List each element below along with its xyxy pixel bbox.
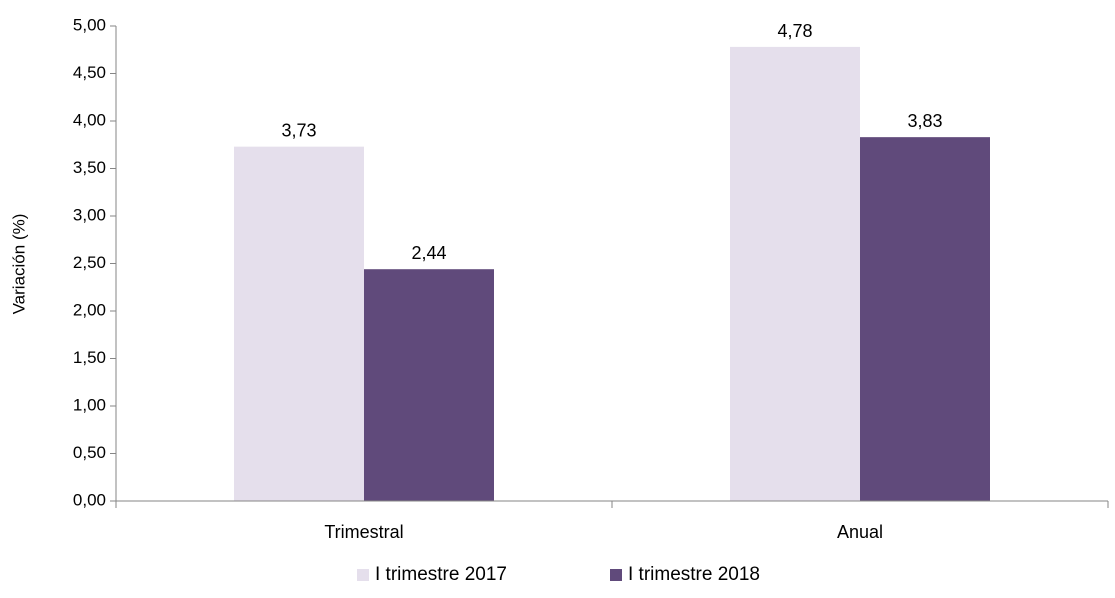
legend-label: I trimestre 2017 xyxy=(375,564,507,585)
y-tick-label: 2,00 xyxy=(73,300,106,319)
y-tick-label: 4,50 xyxy=(73,63,106,82)
y-axis: 0,00 0,50 1,00 1,50 2,00 2,50 3,00 3,50 4,00 4,50… xyxy=(73,15,116,509)
y-tick-label: 2,50 xyxy=(73,253,106,272)
data-label: 3,83 xyxy=(907,111,942,131)
bar xyxy=(234,146,364,501)
legend-label: I trimestre 2018 xyxy=(628,564,760,585)
data-label: 2,44 xyxy=(411,243,446,263)
y-tick-label: 3,00 xyxy=(73,205,106,224)
data-label: 3,73 xyxy=(281,121,316,141)
y-tick-label: 1,50 xyxy=(73,348,106,367)
y-tick-label: 1,00 xyxy=(73,395,106,414)
legend-swatch xyxy=(357,569,369,581)
category-label: Anual xyxy=(837,522,883,542)
y-tick-label: 3,50 xyxy=(73,158,106,177)
y-tick-label: 0,00 xyxy=(73,490,106,509)
bar xyxy=(860,137,990,501)
bars xyxy=(234,46,990,502)
y-tick-label: 0,50 xyxy=(73,443,106,462)
data-label: 4,78 xyxy=(777,21,812,41)
legend: I trimestre 2017 I trimestre 2018 xyxy=(357,564,760,585)
y-tick-label: 5,00 xyxy=(73,15,106,34)
bar xyxy=(730,46,860,502)
bar xyxy=(364,269,494,501)
y-tick-label: 4,00 xyxy=(73,110,106,129)
y-axis-title: Variación (%) xyxy=(9,214,28,315)
legend-swatch xyxy=(610,569,622,581)
x-axis: Trimestral Anual xyxy=(324,522,883,542)
category-label: Trimestral xyxy=(324,522,403,542)
data-labels: 3,73 2,44 4,78 3,83 xyxy=(281,21,942,263)
axes xyxy=(115,26,1109,508)
